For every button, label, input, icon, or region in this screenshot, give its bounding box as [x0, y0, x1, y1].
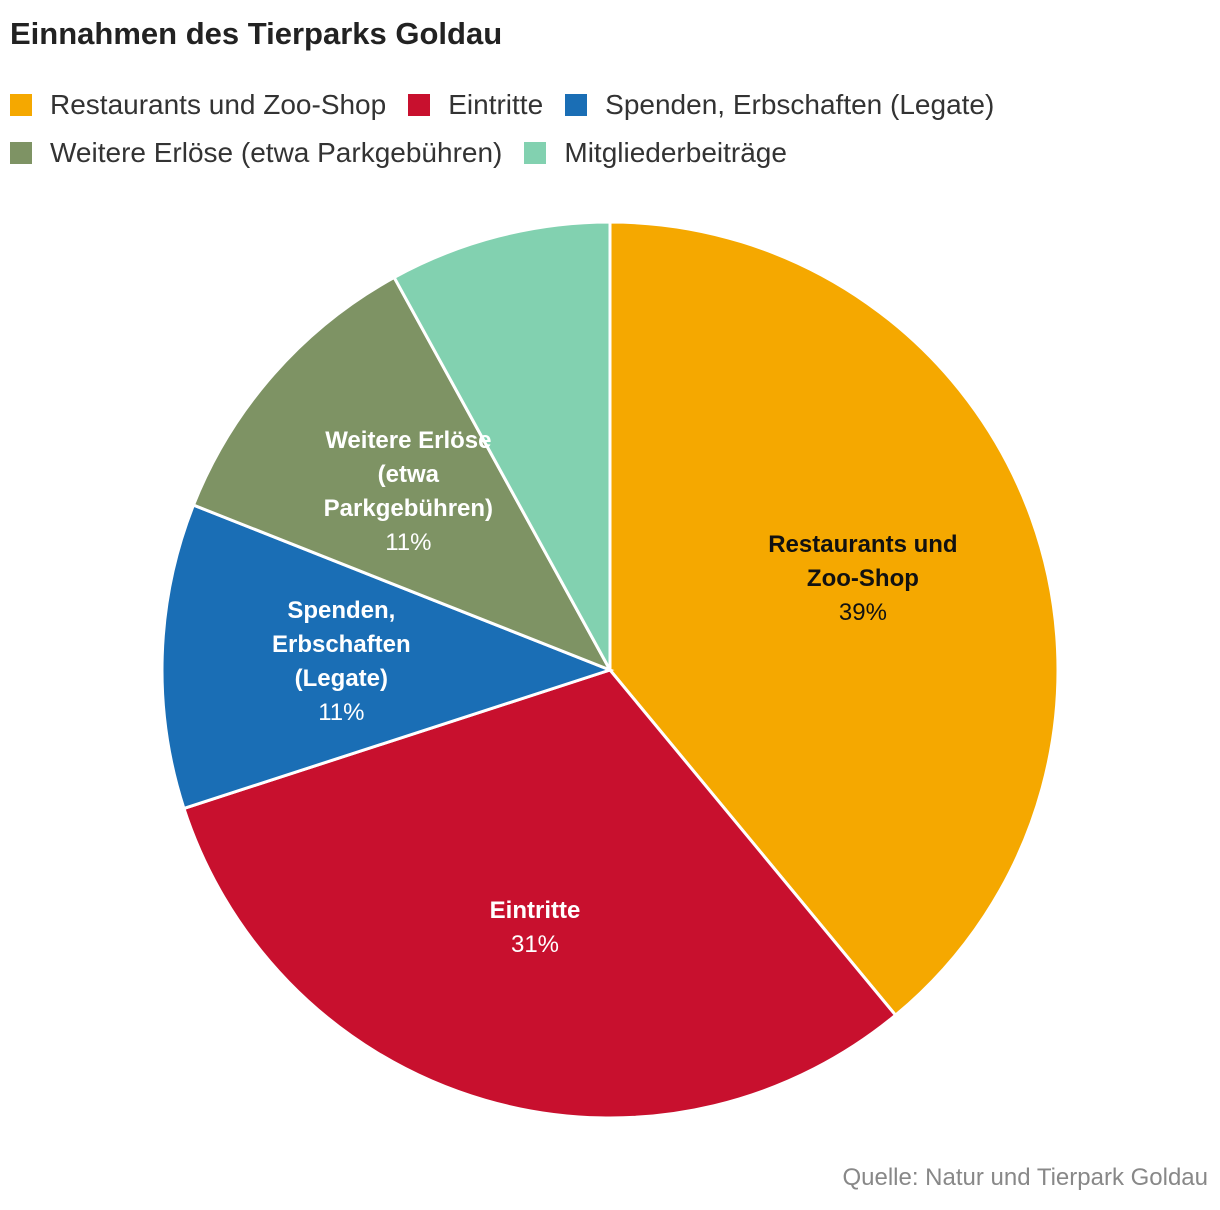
legend: Restaurants und Zoo-Shop Eintritte Spenden…: [10, 88, 1110, 170]
slice-name: Eintritte: [489, 897, 581, 925]
legend-item: Spenden, Erbschaften (Legate): [565, 88, 994, 122]
slice-value: 39%: [838, 598, 887, 626]
pie-slice: [608, 220, 1060, 1018]
legend-swatch: [10, 142, 32, 164]
slice-label: Spenden, Erbschaften (Legate) 11%: [241, 594, 441, 730]
pie-slice: [392, 220, 612, 671]
legend-item: Eintritte: [408, 88, 543, 122]
slice-value: 31%: [510, 931, 560, 959]
legend-label: Spenden, Erbschaften (Legate): [605, 89, 995, 120]
slice-label: Restaurants und Zoo-Shop 39%: [763, 528, 963, 630]
legend-item: Weitere Erlöse (etwa Parkgebühren): [10, 136, 502, 170]
legend-swatch: [524, 142, 547, 164]
legend-item: Mitgliederbeiträge: [524, 136, 787, 170]
legend-label: Eintritte: [448, 89, 544, 120]
legend-label: Weitere Erlöse (etwa Parkgebühren): [50, 137, 503, 168]
legend-item: Restaurants und Zoo-Shop: [10, 88, 386, 122]
slice-label: Weitere Erlöse (etwa Parkgebühren) 11%: [308, 424, 508, 560]
pie-slice: [191, 275, 614, 673]
slice-name: Restaurants und Zoo-Shop: [768, 530, 958, 592]
slice-label: Eintritte 31%: [435, 894, 635, 962]
source: Quelle: Natur und Tierpark Goldau: [842, 1164, 1208, 1191]
legend-swatch: [565, 94, 588, 116]
pie-slice: [160, 503, 615, 811]
legend-swatch: [10, 94, 32, 116]
slice-name: Spenden, Erbschaften (Legate): [271, 596, 411, 692]
legend-label: Restaurants und Zoo-Shop: [50, 89, 387, 120]
legend-label: Mitgliederbeiträge: [564, 137, 787, 168]
slice-value: 11%: [318, 698, 365, 726]
legend-swatch: [408, 94, 431, 116]
pie-slice: [182, 668, 898, 1120]
slice-value: 11%: [385, 529, 432, 557]
slice-name: Weitere Erlöse (etwa Parkgebühren): [323, 427, 494, 523]
chart-title: Einnahmen des Tierparks Goldau: [10, 16, 503, 51]
